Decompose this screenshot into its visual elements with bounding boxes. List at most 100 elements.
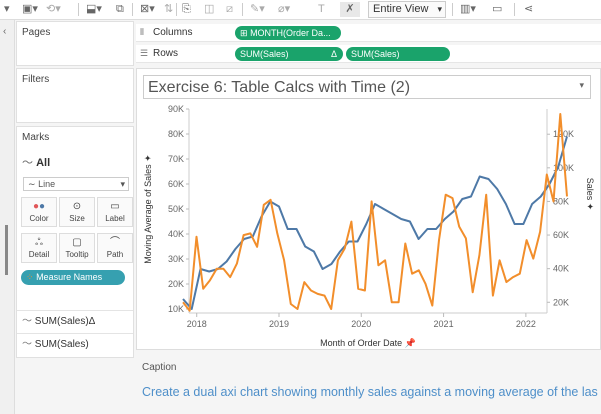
clear-filter-icon[interactable]: ✗	[340, 2, 360, 17]
swap-icon[interactable]: ⬓▾	[86, 3, 102, 15]
marks-panel: Marks 〜 All ∼ Line ▾ ●● Color ⊙ Size ▭ L…	[16, 126, 134, 358]
line-mark-icon: 〜	[22, 157, 33, 169]
left-tick-label: 70K	[168, 154, 184, 164]
tooltip-card-label: Tooltip	[65, 250, 89, 259]
right-axis-title: Sales ✦	[585, 178, 595, 211]
measure-names-label: Measure Names	[36, 272, 103, 282]
marks-title: Marks	[22, 132, 50, 143]
label-icon[interactable]: ◫	[204, 3, 215, 15]
duplicate-icon[interactable]: ⧉	[116, 3, 124, 15]
right-tick-label: 40K	[553, 264, 569, 274]
pen-icon[interactable]: ✎▾	[250, 3, 265, 15]
delta-icon: Δ	[330, 49, 337, 59]
tooltip-icon: ▢	[72, 237, 82, 248]
x-tick-label: 2022	[516, 319, 536, 329]
worksheet-view: Exercise 6: Table Calcs with Time (2) ▾ …	[136, 68, 601, 350]
collapse-strip: ‹	[0, 20, 15, 414]
rows-shelf[interactable]: ☰ Rows SUM(Sales) Δ SUM(Sales)	[136, 45, 601, 63]
sheet-title: Exercise 6: Table Calcs with Time (2)	[148, 79, 411, 96]
x-tick-label: 2020	[351, 319, 371, 329]
rows-icon: ☰	[140, 48, 149, 58]
left-tick-label: 50K	[168, 204, 184, 214]
rows-pill-2[interactable]: SUM(Sales)	[346, 47, 450, 61]
rows-pill-label: SUM(Sales)	[351, 49, 400, 59]
right-tick-label: 20K	[553, 297, 569, 307]
line-type-icon: ∼	[28, 179, 36, 189]
line-mark-icon: 〜	[22, 339, 32, 350]
rows-pill-label: SUM(Sales)	[240, 49, 289, 59]
label-icon: ▭	[110, 201, 120, 212]
caption-panel: Caption Create a dual axi chart showing …	[136, 355, 601, 414]
sheet-title-box[interactable]: Exercise 6: Table Calcs with Time (2) ▾	[143, 75, 591, 99]
right-tick-label: 60K	[553, 230, 569, 240]
rows-label: Rows	[153, 48, 179, 59]
columns-pill-label: MONTH(Order Da...	[250, 28, 331, 38]
multi-color-icon: ⁘	[26, 272, 34, 282]
x-tick-label: 2021	[434, 319, 454, 329]
chevron-down-icon: ▾	[437, 4, 442, 14]
x-tick-label: 2018	[187, 319, 207, 329]
text-icon[interactable]: T	[318, 3, 325, 15]
path-card[interactable]: ⌒ Path	[97, 233, 133, 263]
right-tick-label: 100K	[553, 163, 574, 173]
save-icon[interactable]: ▣▾	[22, 3, 38, 15]
columns-shelf[interactable]: ⦀ Columns ⊞ MONTH(Order Da...	[136, 24, 601, 42]
clear-sheet-icon[interactable]: ⊠▾	[140, 3, 155, 15]
mark-type-dropdown[interactable]: ∼ Line ▾	[23, 177, 129, 191]
marks-all-row[interactable]: 〜 All	[22, 154, 50, 170]
menu-arrow-icon[interactable]: ▾	[4, 3, 10, 15]
left-tick-label: 40K	[168, 229, 184, 239]
dual-axis-chart: 10K 20K 30K 40K 50K 60K 70K 80K 90K 20K 40K 60K 80K 1…	[143, 104, 595, 348]
highlight-icon[interactable]: ⧄	[226, 3, 233, 15]
toolbar: ▾ ▣▾ ⟲▾ ⬓▾ ⧉ ⊠▾ ⇅ ⎘ ◫ ⧄ ✎▾ ⌀▾ T ✗ Entire…	[0, 0, 601, 20]
left-tick-label: 10K	[168, 304, 184, 314]
paperclip-icon[interactable]: ⌀▾	[278, 3, 291, 15]
path-icon: ⌒	[110, 237, 120, 248]
color-card[interactable]: ●● Color	[21, 197, 57, 227]
group-icon[interactable]: ⎘	[182, 3, 191, 15]
filters-panel[interactable]: Filters	[16, 68, 134, 123]
rows-pill-1[interactable]: SUM(Sales) Δ	[235, 47, 343, 61]
marks-layer-1[interactable]: 〜 SUM(Sales)Δ	[17, 310, 133, 332]
size-card-label: Size	[69, 214, 85, 223]
chevron-down-icon: ▾	[120, 179, 125, 189]
calendar-icon: ⊞	[240, 28, 248, 38]
size-icon: ⊙	[72, 201, 82, 212]
scroll-handle[interactable]	[5, 225, 8, 275]
chevron-down-icon[interactable]: ▾	[579, 80, 584, 90]
sales-line	[182, 113, 568, 312]
marks-layer-2[interactable]: 〜 SUM(Sales)	[17, 333, 133, 355]
columns-pill[interactable]: ⊞ MONTH(Order Da...	[235, 26, 341, 40]
columns-icon: ⦀	[140, 27, 144, 37]
detail-card[interactable]: ஃ Detail	[21, 233, 57, 263]
label-card[interactable]: ▭ Label	[97, 197, 133, 227]
path-card-label: Path	[106, 250, 124, 259]
presentation-icon[interactable]: ▭	[492, 3, 503, 15]
color-card-label: Color	[29, 214, 49, 223]
right-tick-label: 80K	[553, 196, 569, 206]
measure-names-pill[interactable]: ⁘ Measure Names	[21, 270, 125, 285]
size-card[interactable]: ⊙ Size	[59, 197, 95, 227]
detail-card-label: Detail	[28, 250, 50, 259]
show-cards-icon[interactable]: ▥▾	[460, 3, 476, 15]
right-tick-label: 120K	[553, 129, 574, 139]
fit-dropdown[interactable]: Entire View ▾	[368, 1, 446, 18]
share-icon[interactable]: ⋖	[524, 3, 534, 15]
left-tick-label: 60K	[168, 179, 184, 189]
x-tick-label: 2019	[269, 319, 289, 329]
line-mark-icon: 〜	[22, 316, 32, 327]
undo-icon[interactable]: ⟲▾	[46, 3, 61, 15]
columns-label: Columns	[153, 27, 193, 38]
caption-label: Caption	[142, 362, 177, 373]
moving-average-line	[182, 136, 568, 310]
marks-layer-label: SUM(Sales)	[34, 339, 89, 350]
marks-layer-label: SUM(Sales)Δ	[34, 316, 96, 327]
left-tick-label: 30K	[168, 254, 184, 264]
label-card-label: Label	[105, 214, 125, 223]
fit-value: Entire View	[373, 3, 429, 15]
collapse-arrow-icon[interactable]: ‹	[3, 26, 7, 37]
x-axis-title: Month of Order Date 📌	[320, 337, 416, 348]
sort-icon[interactable]: ⇅	[164, 3, 174, 15]
caption-text[interactable]: Create a dual axi chart showing monthly …	[142, 385, 598, 399]
tooltip-card[interactable]: ▢ Tooltip	[59, 233, 95, 263]
